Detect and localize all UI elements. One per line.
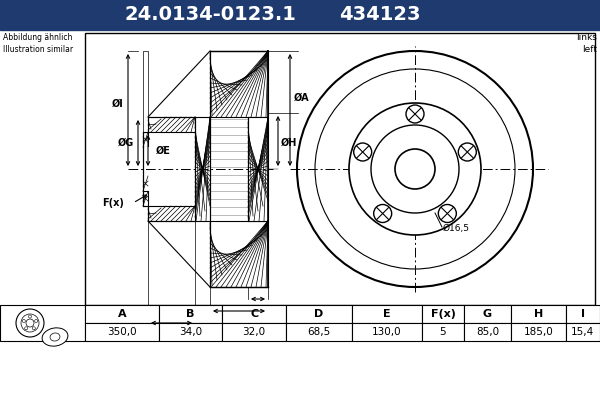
Bar <box>195 117 210 221</box>
Text: G: G <box>483 309 492 319</box>
Circle shape <box>29 315 32 318</box>
Bar <box>143 132 148 147</box>
Bar <box>566 323 600 341</box>
Bar <box>223 323 286 341</box>
Bar <box>143 191 148 206</box>
Bar <box>85 305 159 323</box>
Circle shape <box>458 143 476 161</box>
Bar <box>422 305 464 323</box>
Ellipse shape <box>42 328 68 346</box>
Bar <box>85 323 159 341</box>
Text: A: A <box>118 309 126 319</box>
Text: 24.0134-0123.1: 24.0134-0123.1 <box>124 6 296 24</box>
Circle shape <box>32 327 35 330</box>
Bar <box>85 33 595 305</box>
Text: 85,0: 85,0 <box>476 327 499 337</box>
Text: C: C <box>250 309 258 319</box>
Circle shape <box>297 51 533 287</box>
Text: C (MTH): C (MTH) <box>227 318 271 328</box>
Text: D: D <box>167 330 176 340</box>
Text: ØH: ØH <box>281 138 298 148</box>
Text: 34,0: 34,0 <box>179 327 202 337</box>
Circle shape <box>26 319 34 327</box>
Bar <box>159 305 223 323</box>
Text: I: I <box>581 309 585 319</box>
Bar <box>210 117 248 221</box>
Circle shape <box>371 125 459 213</box>
Text: Abbildung ähnlich
Illustration similar: Abbildung ähnlich Illustration similar <box>3 33 73 54</box>
Bar <box>0 305 85 341</box>
Text: links
left: links left <box>576 33 597 54</box>
Text: B: B <box>187 309 195 319</box>
Bar <box>223 305 286 323</box>
Circle shape <box>22 320 25 322</box>
Text: 350,0: 350,0 <box>107 327 137 337</box>
Circle shape <box>16 309 44 337</box>
Circle shape <box>349 103 481 235</box>
Circle shape <box>374 204 392 222</box>
Text: E: E <box>383 309 391 319</box>
Bar <box>148 117 195 132</box>
Text: 5: 5 <box>440 327 446 337</box>
Bar <box>286 323 352 341</box>
Bar <box>248 117 268 221</box>
Bar <box>464 323 511 341</box>
Text: F(x): F(x) <box>102 198 124 208</box>
Text: 130,0: 130,0 <box>372 327 402 337</box>
Text: 185,0: 185,0 <box>523 327 553 337</box>
Text: ØI: ØI <box>112 99 124 109</box>
Circle shape <box>395 149 435 189</box>
Bar <box>352 305 422 323</box>
Bar <box>143 51 148 132</box>
Text: H: H <box>534 309 543 319</box>
Bar <box>0 0 600 30</box>
Text: Ø16,5: Ø16,5 <box>443 224 470 234</box>
Bar <box>159 323 223 341</box>
Text: B: B <box>254 306 262 316</box>
Circle shape <box>35 320 38 322</box>
Bar <box>464 305 511 323</box>
Bar <box>511 323 566 341</box>
Circle shape <box>439 204 457 222</box>
Text: 32,0: 32,0 <box>242 327 266 337</box>
Bar <box>286 305 352 323</box>
Text: 68,5: 68,5 <box>307 327 331 337</box>
Bar <box>143 176 148 191</box>
Bar <box>210 221 268 287</box>
Bar <box>148 206 195 221</box>
Circle shape <box>353 143 371 161</box>
Ellipse shape <box>50 333 60 341</box>
Text: F(x): F(x) <box>431 309 455 319</box>
Bar <box>422 323 464 341</box>
Bar <box>566 305 600 323</box>
Text: 434123: 434123 <box>339 6 421 24</box>
Circle shape <box>406 105 424 123</box>
Text: D: D <box>314 309 323 319</box>
Text: ØE: ØE <box>156 146 171 156</box>
Bar <box>210 51 268 117</box>
Bar <box>133 147 153 191</box>
Circle shape <box>25 327 28 330</box>
Text: ØA: ØA <box>294 93 310 103</box>
Bar <box>511 305 566 323</box>
Bar <box>352 323 422 341</box>
Text: ØG: ØG <box>118 138 134 148</box>
Text: Ate: Ate <box>373 165 446 203</box>
Text: 15,4: 15,4 <box>571 327 595 337</box>
